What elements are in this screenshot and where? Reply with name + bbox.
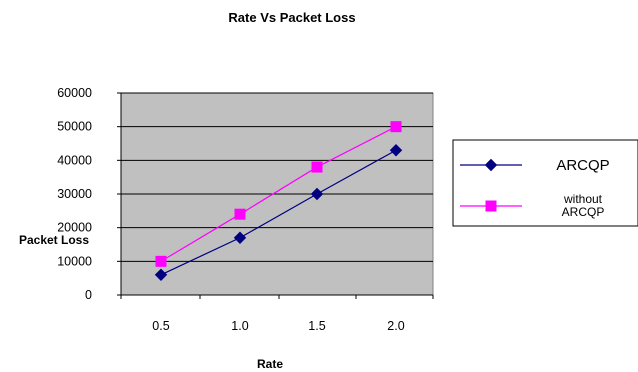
x-tick-label-0: 0.5 — [152, 319, 169, 333]
series-layer — [154, 121, 403, 282]
series-1-point-1 — [234, 208, 246, 220]
legend-item-0: ARCQP — [460, 157, 610, 174]
series-0-point-2 — [310, 187, 324, 201]
series-1-line — [160, 126, 397, 262]
y-tick-labels: 0 10000 20000 30000 40000 50000 60000 — [57, 86, 121, 302]
series-0-point-1 — [233, 231, 247, 244]
series-0 — [154, 144, 403, 282]
y-tick-label-2: 20000 — [57, 221, 92, 235]
chart-title: Rate Vs Packet Loss — [228, 10, 355, 25]
series-1-point-0 — [155, 255, 167, 267]
y-tick-label-5: 50000 — [57, 120, 92, 134]
series-0-point-0 — [154, 268, 168, 282]
series-1-point-2 — [311, 161, 323, 173]
series-1-point-3 — [390, 121, 402, 133]
y-tick-label-4: 40000 — [57, 153, 92, 167]
legend-label-1-line-0: without — [563, 192, 603, 206]
x-tick-label-2: 1.5 — [308, 319, 325, 333]
legend-label-1-line-1: ARCQP — [562, 205, 605, 219]
y-tick-label-3: 30000 — [57, 187, 92, 201]
x-tick-labels: 0.5 1.0 1.5 2.0 — [120, 295, 434, 333]
legend-label-0: ARCQP — [556, 157, 609, 174]
x-tick-label-1: 1.0 — [231, 319, 248, 333]
legend-box — [452, 139, 638, 227]
y-axis-label: Packet Loss — [19, 233, 89, 247]
series-1 — [155, 121, 402, 267]
y-tick-label-6: 60000 — [57, 86, 92, 100]
y-tick-label-1: 10000 — [57, 254, 92, 268]
y-tick-label-0: 0 — [85, 288, 92, 302]
series-0-point-3 — [389, 144, 403, 157]
legend-swatch-marker-1 — [485, 200, 497, 212]
x-axis-label: Rate — [257, 357, 283, 371]
series-0-line — [160, 149, 397, 276]
gridlines — [121, 92, 433, 262]
x-tick-label-3: 2.0 — [387, 319, 404, 333]
legend-swatch-marker-0 — [484, 158, 498, 172]
